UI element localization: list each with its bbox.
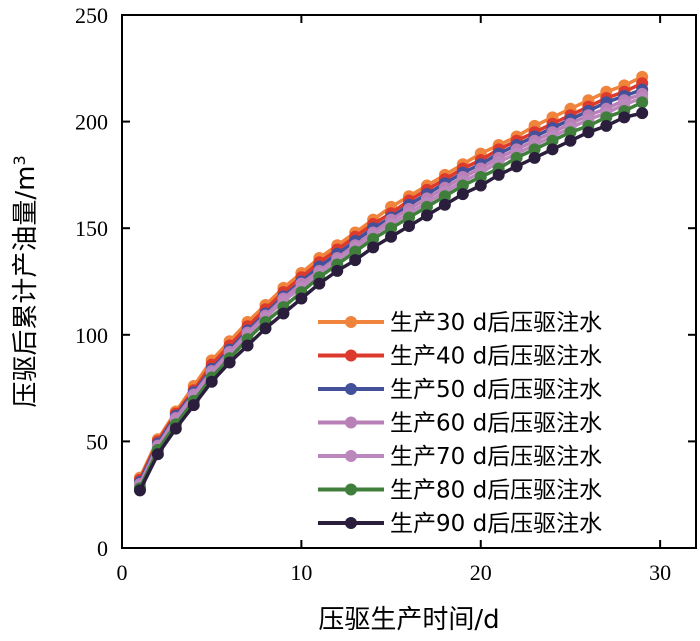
legend-swatch-marker xyxy=(345,316,357,328)
data-point xyxy=(600,119,613,132)
legend-label: 生产50 d后压驱注水 xyxy=(390,377,602,403)
data-point xyxy=(169,422,182,435)
data-point xyxy=(349,254,362,267)
data-point xyxy=(277,307,290,320)
data-point xyxy=(582,126,595,139)
legend-item: 生产60 d后压驱注水 xyxy=(318,411,602,437)
y-axis-label-main: 压驱后累计产油量/m xyxy=(11,166,41,408)
legend-item: 生产80 d后压驱注水 xyxy=(318,478,602,504)
data-point xyxy=(636,96,649,109)
x-tick-label: 30 xyxy=(649,560,671,585)
data-point xyxy=(438,198,451,211)
legend-swatch-marker xyxy=(345,517,357,529)
data-point xyxy=(151,448,164,461)
legend-swatch-marker xyxy=(345,416,357,429)
data-point xyxy=(367,241,380,254)
legend-item: 生产50 d后压驱注水 xyxy=(318,377,602,403)
legend-label: 生产70 d后压驱注水 xyxy=(390,444,602,470)
legend-item: 生产90 d后压驱注水 xyxy=(318,511,602,537)
data-point xyxy=(474,179,487,192)
svg-text:压驱后累计产油量/m3: 压驱后累计产油量/m3 xyxy=(10,155,42,407)
data-point xyxy=(618,111,631,124)
data-point xyxy=(636,107,649,120)
legend-label: 生产40 d后压驱注水 xyxy=(390,344,602,370)
legend-item: 生产40 d后压驱注水 xyxy=(318,344,602,370)
legend-label: 生产30 d后压驱注水 xyxy=(390,310,602,336)
data-point xyxy=(133,484,146,497)
legend-label: 生产80 d后压驱注水 xyxy=(390,478,602,504)
data-point xyxy=(241,339,254,352)
x-tick-label: 20 xyxy=(470,560,492,585)
data-point xyxy=(492,168,505,181)
y-axis-label-superscript: 3 xyxy=(10,155,29,165)
plot-frame xyxy=(121,14,697,549)
series-6 xyxy=(133,96,649,495)
legend-swatch-marker xyxy=(345,483,357,496)
y-tick-label: 200 xyxy=(75,110,108,135)
data-point xyxy=(403,220,415,233)
data-point xyxy=(313,277,326,290)
data-point xyxy=(205,375,218,388)
x-axis-label: 压驱生产时间/d xyxy=(318,605,499,635)
legend-label: 生产60 d后压驱注水 xyxy=(390,411,602,437)
legend-swatch-marker xyxy=(345,450,357,462)
data-point xyxy=(420,209,433,222)
legend-swatch-marker xyxy=(345,383,357,395)
data-point xyxy=(510,160,523,173)
data-point xyxy=(385,230,398,243)
y-tick-label: 150 xyxy=(75,216,108,241)
data-point xyxy=(259,322,272,335)
y-tick-label: 250 xyxy=(75,3,108,28)
legend-swatch-marker xyxy=(345,349,357,362)
data-point xyxy=(331,264,344,277)
y-axis-label: 压驱后累计产油量/m3 xyxy=(10,155,42,407)
legend-item: 生产70 d后压驱注水 xyxy=(318,444,602,470)
data-point xyxy=(546,143,559,156)
y-tick-label: 100 xyxy=(75,323,108,348)
y-tick-label: 0 xyxy=(97,536,108,561)
y-tick-label: 50 xyxy=(86,429,108,454)
data-point xyxy=(528,151,541,164)
x-tick-label: 0 xyxy=(117,560,128,585)
data-point xyxy=(564,134,577,147)
data-point xyxy=(187,399,200,412)
legend-item: 生产30 d后压驱注水 xyxy=(318,310,602,336)
data-point xyxy=(456,188,469,201)
legend-label: 生产90 d后压驱注水 xyxy=(390,511,602,537)
x-tick-label: 10 xyxy=(290,560,312,585)
data-point xyxy=(295,292,308,305)
series-7 xyxy=(133,107,649,497)
data-point xyxy=(223,356,236,369)
